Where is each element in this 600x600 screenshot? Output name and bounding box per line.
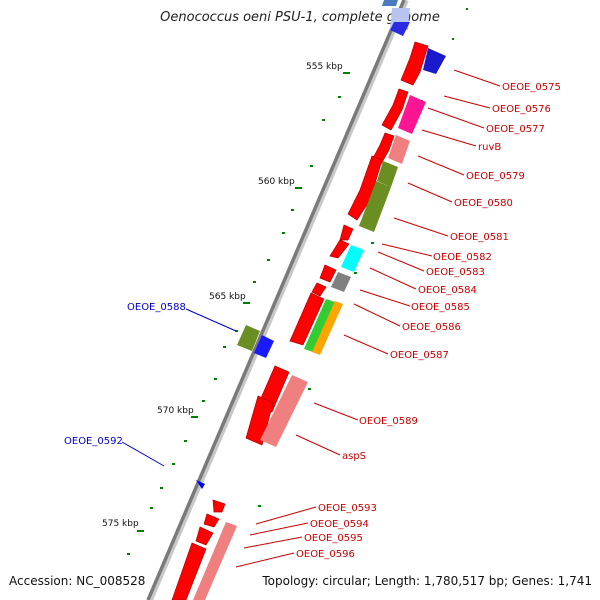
accession-text: Accession: NC_008528 xyxy=(9,574,146,588)
gene-label: aspS xyxy=(342,451,366,462)
gene-label: OEOE_0583 xyxy=(426,267,485,278)
gene-0577-magenta xyxy=(398,95,426,134)
gene-label: OEOE_0595 xyxy=(304,533,363,544)
gene-0592-blue xyxy=(196,480,205,489)
gene-0579-olive xyxy=(377,161,398,187)
gene-0582-inner xyxy=(329,239,350,259)
genome-backbone xyxy=(146,0,406,600)
gene-0580-olive xyxy=(359,181,391,232)
gene-0585-inner xyxy=(311,282,327,297)
gene-label: OEOE_0586 xyxy=(402,322,461,333)
gene-0575-blue xyxy=(423,48,446,74)
kbp-ticks xyxy=(137,72,350,532)
gene-0584-gray xyxy=(331,272,351,292)
gene-label: OEOE_0575 xyxy=(502,82,561,93)
gene-label: OEOE_0576 xyxy=(492,104,551,115)
gene-0588-olive xyxy=(237,325,260,351)
gene-0586-green xyxy=(304,299,335,352)
gene-label: OEOE_0580 xyxy=(454,198,513,209)
gene-label: OEOE_0582 xyxy=(433,252,492,263)
gene-0593-pink xyxy=(193,522,237,600)
gene-label: OEOE_0589 xyxy=(359,416,418,427)
tick-label-560: 560 kbp xyxy=(258,177,295,187)
gene-0576-inner xyxy=(381,88,409,131)
gene-label: OEOE_0585 xyxy=(411,302,470,313)
gene-label: OEOE_0584 xyxy=(418,285,477,296)
gene-aspS-inner xyxy=(245,395,274,446)
gc-dot-track xyxy=(127,8,468,555)
gene-0589-pink xyxy=(260,375,308,447)
gene-label: OEOE_0587 xyxy=(390,350,449,361)
genome-backbone-shadow xyxy=(147,0,409,600)
gene-top-blue xyxy=(382,0,398,6)
gene-0582-cyan xyxy=(341,245,364,272)
gene-0587-orange xyxy=(312,301,343,355)
outer-strand-genes xyxy=(193,48,446,600)
gene-label: OEOE_0581 xyxy=(450,232,509,243)
tick-label-565: 565 kbp xyxy=(209,292,246,302)
gene-0581-inner xyxy=(339,224,354,241)
gene-0593-inner xyxy=(212,499,226,513)
gene-label: ruvB xyxy=(478,142,501,153)
gene-label: OEOE_0592 xyxy=(64,436,123,447)
callout-lines-right xyxy=(235,69,501,568)
gene-label: OEOE_0577 xyxy=(486,124,545,135)
gene-0580-inner xyxy=(347,155,383,221)
gene-label: OEOE_0594 xyxy=(310,519,369,530)
callout-lines-left xyxy=(121,308,237,467)
gene-ruvB-pink xyxy=(388,135,410,164)
gene-labels-left: OEOE_0588 OEOE_0592 xyxy=(64,302,186,447)
topology-text: Topology: circular; Length: 1,780,517 bp… xyxy=(262,574,592,588)
tick-label-555: 555 kbp xyxy=(306,62,343,72)
gene-label: OEOE_0596 xyxy=(296,549,355,560)
genome-title: Oenococcus oeni PSU-1, complete genome xyxy=(160,10,440,25)
gene-0586-inner xyxy=(289,292,325,346)
gene-labels-right: OEOE_0575 OEOE_0576 OEOE_0577 ruvB OEOE_… xyxy=(296,82,561,560)
tick-label-575: 575 kbp xyxy=(102,519,139,529)
tick-label-570: 570 kbp xyxy=(157,406,194,416)
gene-label: OEOE_0593 xyxy=(318,503,377,514)
gene-label: OEOE_0579 xyxy=(466,171,525,182)
gene-0575-inner xyxy=(400,41,429,86)
gene-0584-inner xyxy=(319,264,337,283)
inner-strand-genes xyxy=(171,41,429,600)
gene-0595-inner xyxy=(195,526,214,546)
gene-0588-blue xyxy=(254,335,274,358)
gene-0594-inner xyxy=(203,513,220,528)
gene-label: OEOE_0588 xyxy=(127,302,186,313)
gene-0596-inner xyxy=(171,542,207,600)
gene-top-blue2 xyxy=(390,22,410,36)
